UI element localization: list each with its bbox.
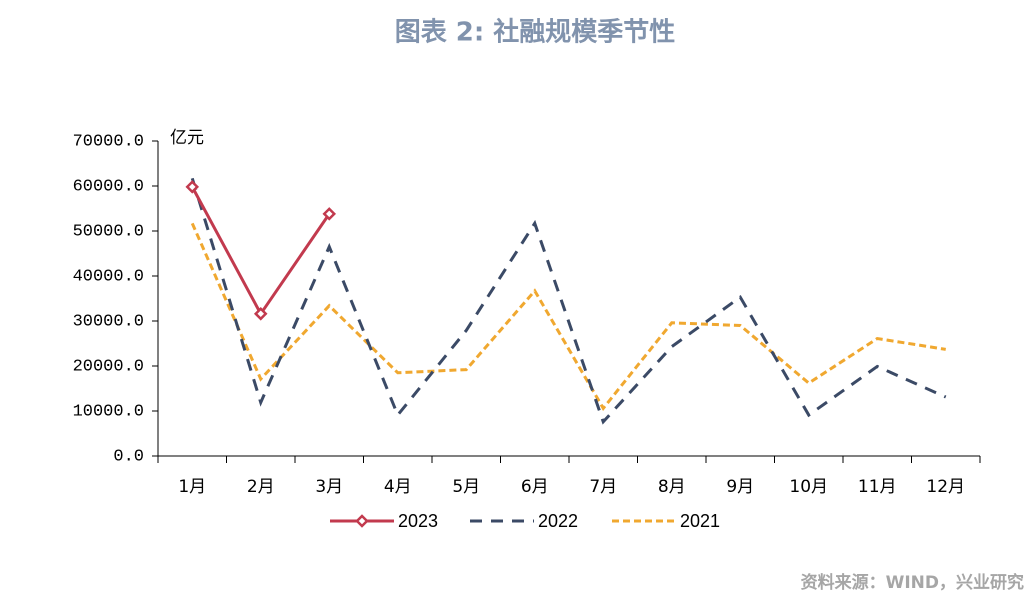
y-tick-label: 10000.0 xyxy=(73,402,144,421)
y-unit: 亿元 xyxy=(170,128,204,148)
y-tick-label: 40000.0 xyxy=(73,267,144,286)
x-tick-label: 10月 xyxy=(789,477,828,497)
source: 资料来源：WIND，兴业研究 xyxy=(801,572,1024,593)
x-tick-label: 3月 xyxy=(315,477,343,497)
x-tick-label: 12月 xyxy=(926,477,965,497)
y-tick-label: 30000.0 xyxy=(73,312,144,331)
y-tick-label: 20000.0 xyxy=(73,357,144,376)
x-tick-label: 4月 xyxy=(384,477,412,497)
y-tick-label: 70000.0 xyxy=(73,132,144,151)
x-tick-label: 9月 xyxy=(726,477,754,497)
x-tick-label: 2月 xyxy=(247,477,275,497)
x-tick-label: 7月 xyxy=(589,477,617,497)
y-tick-label: 50000.0 xyxy=(73,222,144,241)
y-tick-label: 0.0 xyxy=(113,447,144,466)
legend-label: 2022 xyxy=(538,511,578,531)
x-tick-label: 6月 xyxy=(521,477,549,497)
legend-label: 2021 xyxy=(680,511,720,531)
x-tick-label: 5月 xyxy=(452,477,480,497)
point-marker xyxy=(185,180,200,194)
chart-title: 图表 2: 社融规模季节性 xyxy=(395,17,676,48)
legend-marker xyxy=(355,514,369,528)
x-tick-label: 8月 xyxy=(658,477,686,497)
x-tick-label: 1月 xyxy=(178,477,206,497)
point-marker xyxy=(322,207,337,221)
x-tick-label: 11月 xyxy=(858,477,897,497)
y-tick-label: 60000.0 xyxy=(73,177,144,196)
legend-label: 2023 xyxy=(398,511,438,531)
series-line xyxy=(190,222,946,411)
point-marker xyxy=(253,307,268,321)
series-line xyxy=(190,177,947,425)
